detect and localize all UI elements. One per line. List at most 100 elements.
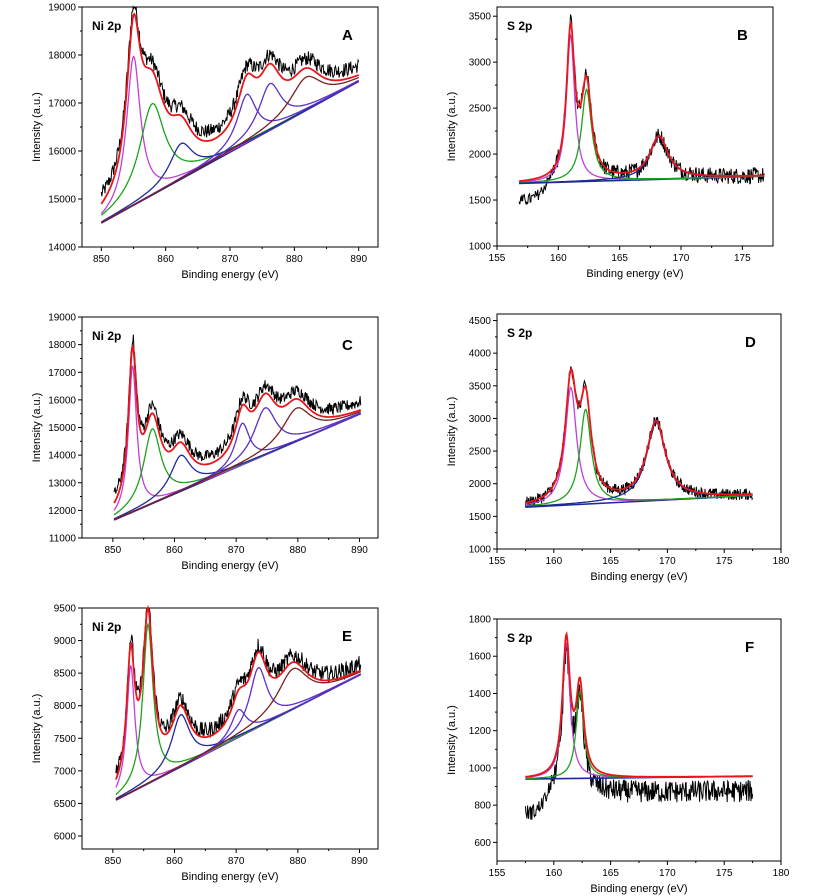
x-tick-label: 180: [773, 868, 790, 879]
plot-frame: [496, 618, 782, 862]
x-tick-label: 165: [611, 253, 628, 264]
y-tick-label: 3500: [469, 12, 492, 23]
x-tick-label: 155: [489, 556, 506, 567]
x-tick-label: 850: [104, 856, 121, 867]
raw-spectrum-line: [115, 607, 362, 775]
y-tick-label: 1000: [469, 763, 492, 774]
panel-letter: C: [342, 337, 353, 354]
chart-panel-e: 850 860 870 880 890 6000 6500 7000 7500 8000 8500 9…: [31, 604, 379, 883]
y-tick-label: 800: [474, 801, 491, 812]
x-tick-label: 860: [166, 856, 183, 867]
y-axis-title: Intensity (a.u.): [31, 694, 43, 764]
y-tick-label: 9500: [54, 604, 77, 615]
y-tick-label: 19000: [48, 313, 76, 324]
y-tick-label: 2000: [469, 479, 492, 490]
y-tick-label: 1000: [469, 242, 492, 253]
panel-letter: F: [745, 639, 754, 656]
panel-title: S 2p: [507, 631, 532, 645]
panel-title: Ni 2p: [92, 19, 121, 33]
chart-panel-d: 155 160 165 170 175 180 1000 1500 2000 2500 3000 35…: [446, 313, 790, 583]
y-tick-label: 15000: [48, 423, 76, 434]
x-tick-label: 860: [166, 545, 183, 556]
panel-letter: D: [745, 334, 756, 351]
x-tick-label: 870: [222, 254, 239, 265]
y-tick-label: 4500: [469, 316, 492, 327]
x-tick-label: 850: [104, 545, 121, 556]
plot-frame: [496, 313, 782, 550]
x-tick-label: 175: [716, 556, 733, 567]
y-tick-label: 9000: [54, 636, 77, 647]
y-tick-label: 8500: [54, 669, 77, 680]
y-tick-label: 16000: [48, 395, 76, 406]
chart-panel-a: 850 860 870 880 890 14000 15000 16000 17000 18000…: [31, 3, 379, 281]
x-tick-label: 165: [602, 556, 619, 567]
y-tick-label: 6000: [54, 831, 77, 842]
plot-frame: [81, 607, 379, 850]
y-tick-label: 1500: [469, 512, 492, 523]
y-tick-label: 1400: [469, 689, 492, 700]
y-tick-label: 11000: [49, 534, 77, 545]
y-tick-label: 2500: [469, 447, 492, 458]
fit-component-1: [525, 641, 753, 779]
y-tick-label: 1600: [469, 652, 492, 663]
y-tick-label: 17000: [48, 368, 76, 379]
fit-envelope-line: [115, 604, 362, 780]
raw-spectrum-line: [113, 334, 362, 494]
x-tick-label: 165: [602, 868, 619, 879]
y-tick-label: 4000: [469, 349, 492, 360]
x-tick-label: 870: [228, 545, 245, 556]
y-tick-label: 14000: [48, 451, 76, 462]
x-tick-label: 870: [228, 856, 245, 867]
y-tick-label: 6500: [54, 799, 77, 810]
fit-envelope-line: [525, 630, 753, 778]
x-tick-label: 860: [157, 254, 174, 265]
panel-title: Ni 2p: [92, 620, 121, 634]
y-tick-label: 2000: [469, 150, 492, 161]
fit-envelope-line: [113, 345, 361, 504]
fit-envelope-line: [100, 12, 360, 205]
y-tick-label: 18000: [48, 51, 76, 62]
x-tick-label: 160: [545, 556, 562, 567]
x-tick-label: 160: [550, 253, 567, 264]
panel-letter: A: [342, 27, 353, 44]
y-tick-label: 17000: [48, 99, 76, 110]
y-tick-label: 1200: [469, 726, 492, 737]
x-tick-label: 180: [773, 556, 790, 567]
y-tick-label: 7500: [54, 734, 77, 745]
x-tick-label: 155: [489, 253, 506, 264]
panel-title: S 2p: [507, 19, 532, 33]
x-axis-title: Binding energy (eV): [590, 883, 687, 895]
raw-spectrum-line: [100, 5, 360, 197]
x-tick-label: 160: [545, 868, 562, 879]
y-tick-label: 1500: [469, 196, 492, 207]
x-axis-title: Binding energy (eV): [586, 268, 683, 280]
x-tick-label: 850: [93, 254, 110, 265]
x-tick-label: 890: [351, 545, 368, 556]
y-tick-label: 1800: [469, 615, 492, 626]
y-tick-label: 16000: [48, 147, 76, 158]
x-tick-label: 170: [659, 556, 676, 567]
fit-component-2: [519, 88, 765, 184]
fit-envelope-line: [518, 20, 765, 183]
y-tick-label: 7000: [54, 766, 77, 777]
fit-component-1: [100, 55, 359, 215]
y-tick-label: 3500: [469, 381, 492, 392]
fit-component-6: [115, 667, 362, 801]
panel-title: S 2p: [507, 326, 532, 340]
x-tick-label: 880: [289, 545, 306, 556]
chart-panel-b: 155 160 165 170 175 1000 1500 2000 2500 3000 3500 B…: [446, 6, 774, 280]
x-tick-label: 890: [350, 254, 367, 265]
y-axis-title: Intensity (a.u.): [31, 92, 43, 162]
y-tick-label: 19000: [48, 3, 76, 14]
y-tick-label: 1000: [469, 545, 492, 556]
x-axis-title: Binding energy (eV): [181, 871, 278, 883]
x-tick-label: 175: [716, 868, 733, 879]
panel-letter: B: [737, 27, 748, 44]
x-axis-title: Binding energy (eV): [181, 560, 278, 572]
chart-panel-c: 850 860 870 880 890 11000 12000 13000 14000 15000…: [31, 313, 379, 572]
y-tick-label: 15000: [48, 195, 76, 206]
panel-letter: E: [342, 628, 352, 645]
x-tick-label: 880: [289, 856, 306, 867]
y-tick-label: 3000: [469, 414, 492, 425]
y-tick-label: 12000: [48, 506, 76, 517]
